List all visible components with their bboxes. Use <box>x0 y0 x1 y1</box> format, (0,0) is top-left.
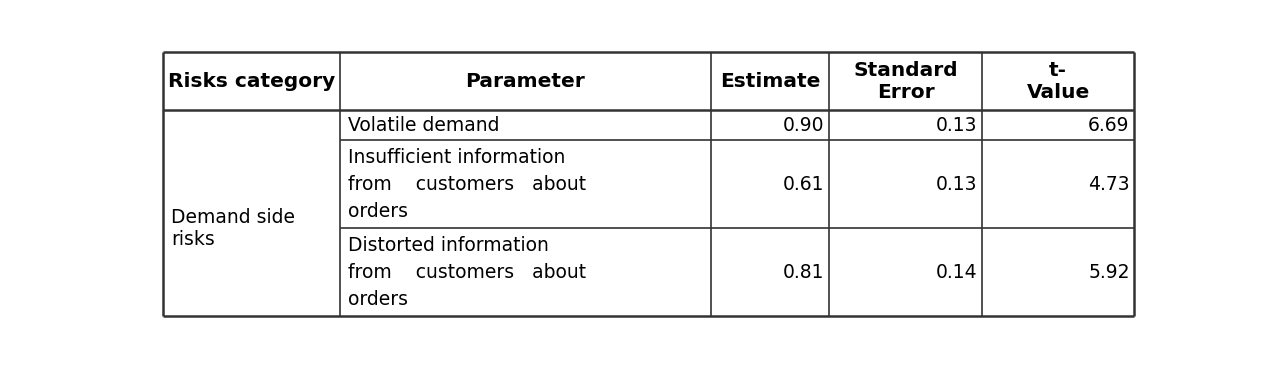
Text: Insufficient information
from    customers   about
orders: Insufficient information from customers … <box>348 147 586 221</box>
Text: 0.61: 0.61 <box>784 175 824 194</box>
Text: Demand side
risks: Demand side risks <box>171 208 295 249</box>
Text: t-
Value: t- Value <box>1027 61 1090 101</box>
Text: 5.92: 5.92 <box>1087 263 1129 282</box>
Text: Standard
Error: Standard Error <box>853 61 958 101</box>
Text: Risks category: Risks category <box>168 72 335 91</box>
Text: 0.14: 0.14 <box>936 263 977 282</box>
Text: 0.90: 0.90 <box>784 116 824 135</box>
Text: 0.81: 0.81 <box>784 263 824 282</box>
Text: 6.69: 6.69 <box>1087 116 1129 135</box>
Text: Parameter: Parameter <box>466 72 585 91</box>
Text: 4.73: 4.73 <box>1087 175 1129 194</box>
Text: 0.13: 0.13 <box>936 116 977 135</box>
Text: Volatile demand: Volatile demand <box>348 116 499 135</box>
Text: 0.13: 0.13 <box>936 175 977 194</box>
Text: Estimate: Estimate <box>720 72 820 91</box>
Text: Distorted information
from    customers   about
orders: Distorted information from customers abo… <box>348 236 586 309</box>
